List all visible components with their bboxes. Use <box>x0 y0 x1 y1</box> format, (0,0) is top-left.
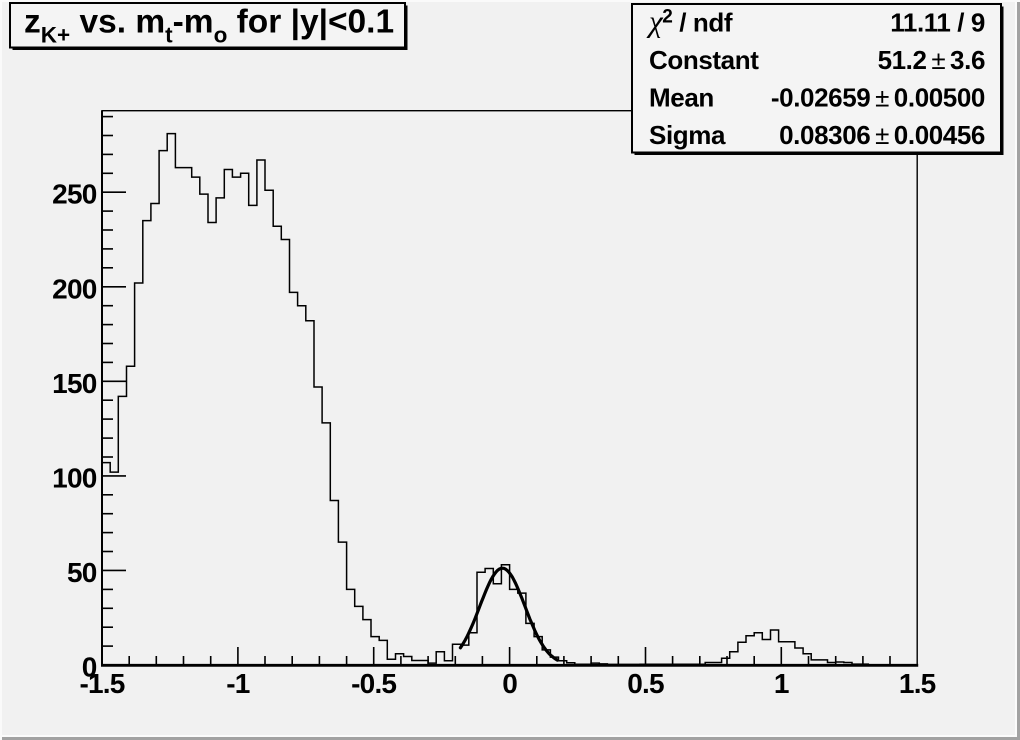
svg-text:-0.02659 ± 0.00500: -0.02659 ± 0.00500 <box>771 83 985 113</box>
svg-text:0.08306 ± 0.00456: 0.08306 ± 0.00456 <box>779 120 985 150</box>
svg-text:-1.5: -1.5 <box>79 668 124 699</box>
svg-text:zK+ vs. mt-mo for |y|<0.1: zK+ vs. mt-mo for |y|<0.1 <box>24 4 394 48</box>
svg-text:0: 0 <box>82 652 97 683</box>
svg-text:1: 1 <box>774 668 789 699</box>
svg-text:Sigma: Sigma <box>649 120 726 150</box>
svg-text:Mean: Mean <box>649 83 714 113</box>
svg-text:150: 150 <box>52 368 97 399</box>
svg-text:250: 250 <box>52 179 97 210</box>
svg-text:11.11 / 9: 11.11 / 9 <box>890 8 985 38</box>
svg-text:51.2 ± 3.6: 51.2 ± 3.6 <box>878 45 985 75</box>
svg-text:50: 50 <box>67 557 97 588</box>
svg-text:0.5: 0.5 <box>627 668 664 699</box>
svg-text:χ2 / ndf: χ2 / ndf <box>646 4 733 39</box>
svg-text:200: 200 <box>52 273 97 304</box>
svg-text:-0.5: -0.5 <box>351 668 396 699</box>
svg-text:Constant: Constant <box>649 45 759 75</box>
svg-text:100: 100 <box>52 462 97 493</box>
svg-text:0: 0 <box>502 668 517 699</box>
svg-text:1.5: 1.5 <box>899 668 936 699</box>
svg-text:-1: -1 <box>226 668 250 699</box>
